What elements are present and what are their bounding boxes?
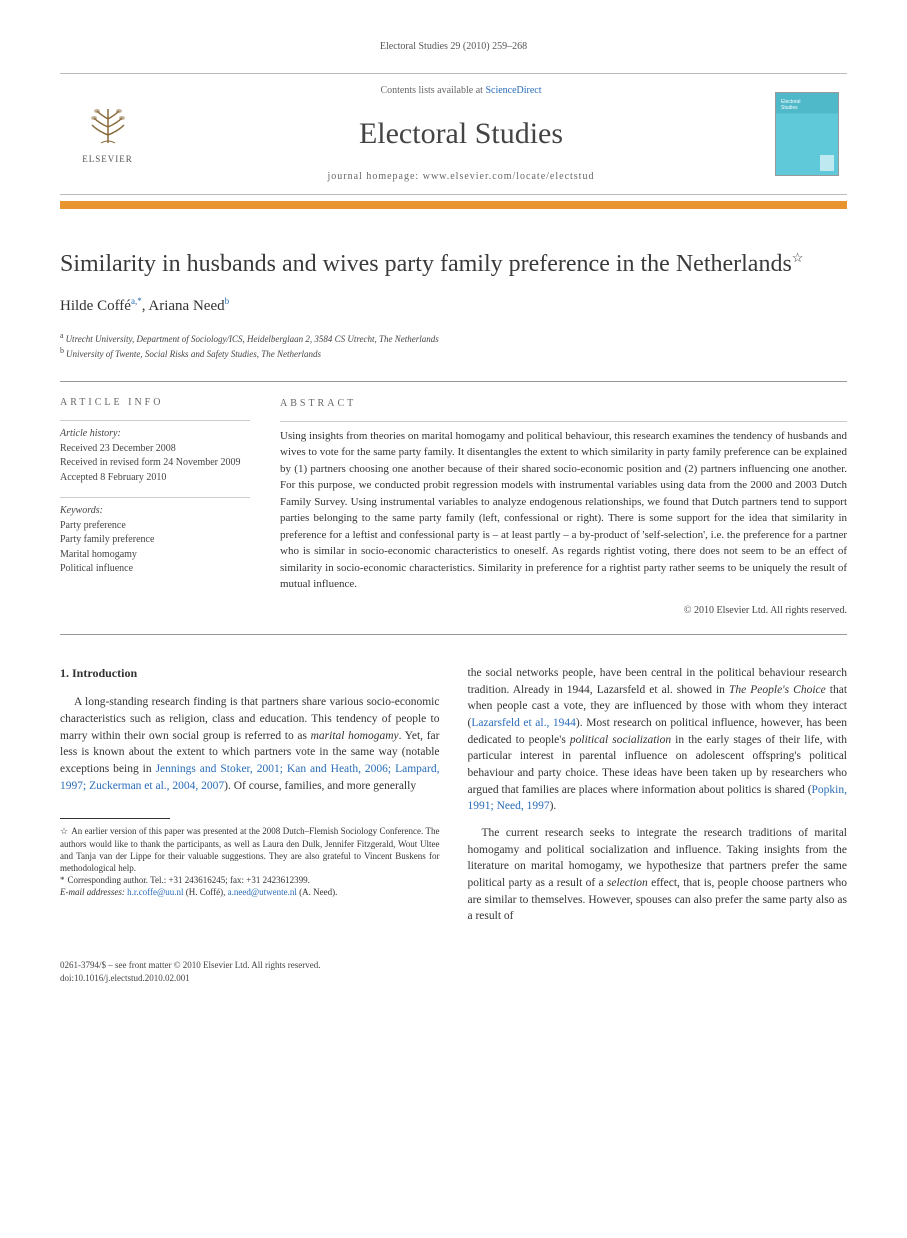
citation-lazarsfeld[interactable]: Lazarsfeld et al., 1944 <box>471 717 576 729</box>
email-2[interactable]: a.need@utwente.nl <box>228 887 297 897</box>
publisher-name: ELSEVIER <box>82 153 133 166</box>
term-political-socialization: political socialization <box>570 734 671 746</box>
contents-line: Contents lists available at ScienceDirec… <box>155 84 767 99</box>
homepage-url[interactable]: www.elsevier.com/locate/electstud <box>423 171 595 182</box>
section-1-head: 1. Introduction <box>60 665 440 682</box>
article-info-column: ARTICLE INFO Article history: Received 2… <box>60 396 280 618</box>
footnote-star-text: An earlier version of this paper was pre… <box>60 826 440 872</box>
body-two-column: 1. Introduction A long-standing research… <box>60 665 847 935</box>
sciencedirect-link[interactable]: ScienceDirect <box>485 85 541 96</box>
author-1-affil-sup: a,* <box>131 296 142 306</box>
author-2: Ariana Need <box>148 298 224 314</box>
history-label: Article history: <box>60 427 256 442</box>
keywords-label: Keywords: <box>60 504 256 519</box>
right-column: the social networks people, have been ce… <box>468 665 848 935</box>
email-label: E-mail addresses: <box>60 887 125 897</box>
affiliations: aUtrecht University, Department of Socio… <box>60 330 847 361</box>
email-1[interactable]: h.r.coffe@uu.nl <box>127 887 183 897</box>
affil-a-text: Utrecht University, Department of Sociol… <box>66 334 439 344</box>
page: Electoral Studies 29 (2010) 259–268 ELSE… <box>0 0 907 1025</box>
svg-text:Studies: Studies <box>781 105 798 111</box>
journal-center: Contents lists available at ScienceDirec… <box>155 74 767 195</box>
keyword-4: Political influence <box>60 562 256 577</box>
footer-issn-line: 0261-3794/$ – see front matter © 2010 El… <box>60 959 847 972</box>
journal-cover-thumbnail: Electoral Studies <box>775 92 839 176</box>
author-list: Hilde Cofféa,*, Ariana Needb <box>60 295 847 318</box>
affil-a-sup: a <box>60 331 64 340</box>
homepage-line: journal homepage: www.elsevier.com/locat… <box>155 170 767 185</box>
info-abstract-block: ARTICLE INFO Article history: Received 2… <box>60 381 847 635</box>
author-2-affil-sup: b <box>225 296 230 306</box>
article-title: Similarity in husbands and wives party f… <box>60 249 847 279</box>
history-revised: Received in revised form 24 November 200… <box>60 456 256 471</box>
journal-name: Electoral Studies <box>155 112 767 156</box>
keyword-3: Marital homogamy <box>60 548 256 563</box>
footnotes: ☆An earlier version of this paper was pr… <box>60 825 440 898</box>
title-text: Similarity in husbands and wives party f… <box>60 251 792 277</box>
footnote-star-symbol: ☆ <box>60 826 68 836</box>
footnote-star: ☆An earlier version of this paper was pr… <box>60 825 440 874</box>
intro-para-1: A long-standing research finding is that… <box>60 694 440 794</box>
article-info-head: ARTICLE INFO <box>60 396 256 411</box>
affiliation-a: aUtrecht University, Department of Socio… <box>60 330 847 346</box>
abstract-text: Using insights from theories on marital … <box>280 428 847 593</box>
keyword-2: Party family preference <box>60 533 256 548</box>
cover-cell: Electoral Studies <box>767 74 847 195</box>
author-1: Hilde Coffé <box>60 298 131 314</box>
affil-b-sup: b <box>60 346 64 355</box>
footnote-corresponding: *Corresponding author. Tel.: +31 2436162… <box>60 874 440 886</box>
keyword-1: Party preference <box>60 519 256 534</box>
contents-prefix: Contents lists available at <box>380 85 485 96</box>
term-peoples-choice: The People's Choice <box>729 684 826 696</box>
corr-text: Corresponding author. Tel.: +31 24361624… <box>68 875 310 885</box>
page-footer: 0261-3794/$ – see front matter © 2010 El… <box>60 959 847 985</box>
abstract-column: ABSTRACT Using insights from theories on… <box>280 396 847 618</box>
orange-accent-bar <box>60 201 847 209</box>
footer-doi-line: doi:10.1016/j.electstud.2010.02.001 <box>60 972 847 985</box>
footnote-rule <box>60 818 170 819</box>
history-accepted: Accepted 8 February 2010 <box>60 471 256 486</box>
running-head: Electoral Studies 29 (2010) 259–268 <box>60 40 847 55</box>
term-marital-homogamy: marital homogamy <box>311 730 399 742</box>
elsevier-tree-icon <box>83 101 133 151</box>
abstract-copyright: © 2010 Elsevier Ltd. All rights reserved… <box>280 603 847 618</box>
intro-para-3: The current research seeks to integrate … <box>468 825 848 925</box>
affil-b-text: University of Twente, Social Risks and S… <box>66 349 321 359</box>
homepage-prefix: journal homepage: <box>328 171 423 182</box>
footnote-emails: E-mail addresses: h.r.coffe@uu.nl (H. Co… <box>60 886 440 898</box>
abstract-head: ABSTRACT <box>280 396 847 411</box>
publisher-logo: ELSEVIER <box>60 74 155 195</box>
left-column: 1. Introduction A long-standing research… <box>60 665 440 935</box>
journal-header: ELSEVIER Contents lists available at Sci… <box>60 73 847 196</box>
intro-para-2: the social networks people, have been ce… <box>468 665 848 815</box>
affiliation-b: bUniversity of Twente, Social Risks and … <box>60 345 847 361</box>
title-footnote-star: ☆ <box>792 250 804 265</box>
corr-star: * <box>60 875 65 885</box>
term-selection: selection <box>607 877 648 889</box>
history-received: Received 23 December 2008 <box>60 442 256 457</box>
